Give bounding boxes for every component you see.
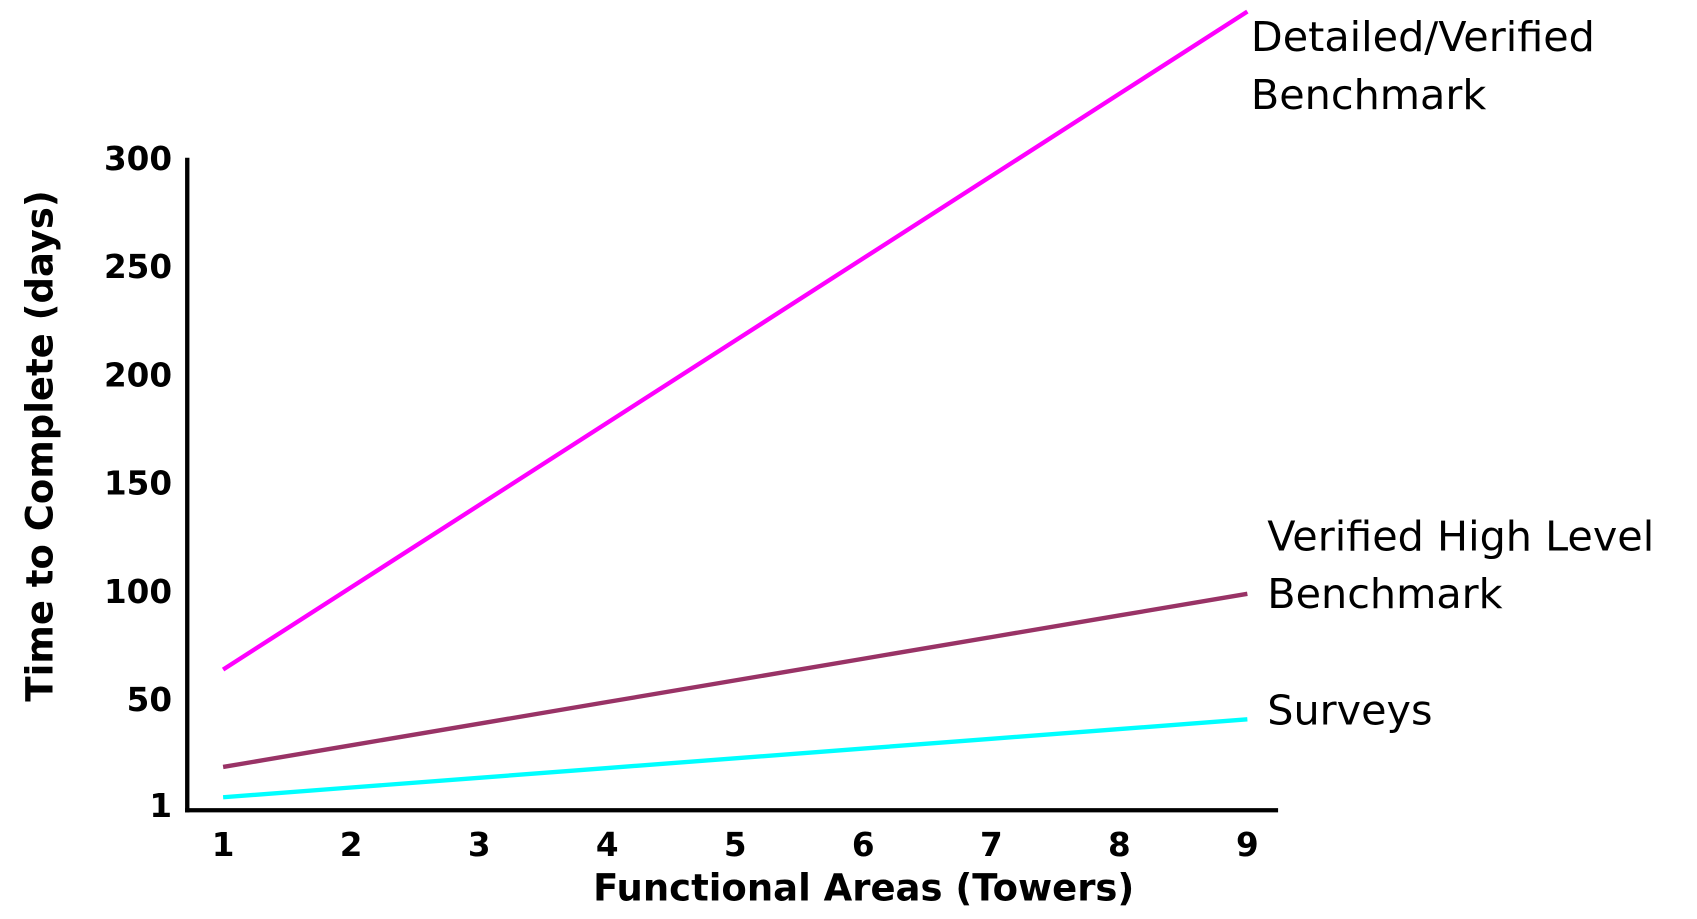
series-label-box: Surveys: [1267, 686, 1433, 735]
y-tick-label: 100: [104, 573, 172, 611]
series-label: Verified High Level Benchmark: [1267, 512, 1655, 618]
x-axis-title: Functional Areas (Towers): [593, 867, 1134, 910]
y-tick-label: 200: [104, 356, 172, 394]
x-tick-label: 8: [1108, 826, 1131, 864]
series-label-box: Detailed/Verified Benchmark: [1250, 13, 1595, 119]
series-label-box: Verified High Level Benchmark: [1267, 512, 1655, 618]
x-tick-label: 2: [340, 826, 363, 864]
series-label: Detailed/Verified Benchmark: [1250, 13, 1595, 119]
x-tick-label: 6: [852, 826, 875, 864]
y-tick-label: 50: [127, 681, 172, 719]
x-tick-label: 7: [980, 826, 1003, 864]
y-tick-label: 300: [104, 140, 172, 178]
series-line: [222, 717, 1248, 800]
x-tick-label: 9: [1236, 826, 1259, 864]
x-tick-label: 4: [596, 826, 619, 864]
y-tick-label: 150: [104, 465, 172, 503]
x-tick-label: 5: [724, 826, 747, 864]
series-line: [221, 9, 1249, 672]
y-axis-title: Time to Complete (days): [18, 190, 61, 701]
x-tick-label: 3: [468, 826, 491, 864]
x-tick-label: 1: [212, 826, 235, 864]
y-tick-label: 250: [104, 248, 172, 286]
series-label: Surveys: [1267, 686, 1433, 735]
y-tick-label: 1: [149, 787, 172, 825]
series-line: [222, 591, 1248, 770]
